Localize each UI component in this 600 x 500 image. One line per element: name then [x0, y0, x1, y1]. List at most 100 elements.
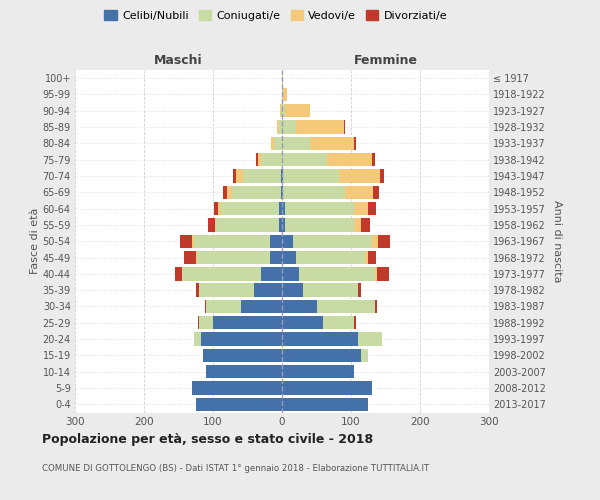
Bar: [218, 202, 221, 215]
Bar: [217, 218, 278, 232]
Bar: [282, 300, 317, 313]
Bar: [206, 300, 241, 313]
Bar: [278, 218, 282, 232]
Bar: [282, 382, 372, 394]
Bar: [199, 316, 213, 330]
Bar: [182, 267, 262, 280]
Bar: [372, 153, 375, 166]
Bar: [317, 300, 375, 313]
Bar: [206, 365, 282, 378]
Bar: [221, 202, 279, 215]
Bar: [282, 365, 355, 378]
Bar: [194, 332, 200, 346]
Bar: [199, 284, 254, 297]
Bar: [262, 267, 282, 280]
Bar: [296, 251, 365, 264]
Bar: [198, 316, 199, 330]
Bar: [373, 186, 379, 199]
Bar: [299, 267, 375, 280]
Bar: [254, 284, 282, 297]
Bar: [180, 234, 193, 248]
Bar: [346, 186, 373, 199]
Bar: [296, 120, 344, 134]
Bar: [373, 234, 378, 248]
Bar: [193, 382, 282, 394]
Bar: [368, 251, 376, 264]
Bar: [344, 120, 346, 134]
Bar: [194, 234, 269, 248]
Bar: [285, 202, 354, 215]
Bar: [281, 104, 282, 118]
Text: Maschi: Maschi: [154, 54, 203, 66]
Bar: [283, 170, 338, 182]
Bar: [205, 300, 206, 313]
Bar: [380, 170, 384, 182]
Bar: [241, 300, 282, 313]
Bar: [196, 251, 197, 264]
Bar: [355, 136, 356, 150]
Bar: [282, 120, 296, 134]
Bar: [293, 234, 373, 248]
Text: Femmine: Femmine: [353, 54, 418, 66]
Bar: [355, 316, 356, 330]
Bar: [269, 234, 282, 248]
Bar: [377, 267, 389, 280]
Bar: [358, 284, 361, 297]
Bar: [175, 267, 182, 280]
Bar: [355, 218, 361, 232]
Bar: [282, 202, 285, 215]
Bar: [271, 136, 274, 150]
Bar: [277, 120, 278, 134]
Bar: [281, 170, 282, 182]
Bar: [323, 316, 355, 330]
Y-axis label: Fasce di età: Fasce di età: [29, 208, 40, 274]
Bar: [274, 136, 282, 150]
Bar: [282, 170, 283, 182]
Bar: [278, 120, 282, 134]
Bar: [283, 88, 287, 101]
Bar: [214, 202, 218, 215]
Bar: [375, 300, 377, 313]
Bar: [338, 170, 380, 182]
Bar: [200, 332, 282, 346]
Bar: [279, 202, 282, 215]
Bar: [282, 267, 299, 280]
Bar: [280, 104, 281, 118]
Text: Popolazione per età, sesso e stato civile - 2018: Popolazione per età, sesso e stato civil…: [42, 432, 373, 446]
Bar: [203, 348, 282, 362]
Bar: [256, 153, 258, 166]
Bar: [282, 72, 283, 85]
Bar: [282, 88, 283, 101]
Bar: [361, 218, 370, 232]
Bar: [375, 267, 377, 280]
Bar: [282, 186, 283, 199]
Bar: [233, 170, 236, 182]
Bar: [258, 153, 262, 166]
Bar: [282, 153, 327, 166]
Bar: [286, 218, 355, 232]
Bar: [281, 186, 282, 199]
Bar: [282, 234, 293, 248]
Bar: [193, 234, 194, 248]
Bar: [310, 136, 355, 150]
Bar: [196, 398, 282, 411]
Y-axis label: Anni di nascita: Anni di nascita: [551, 200, 562, 282]
Bar: [378, 234, 391, 248]
Bar: [215, 218, 217, 232]
Bar: [368, 202, 376, 215]
Bar: [282, 348, 361, 362]
Bar: [303, 284, 358, 297]
Bar: [269, 251, 282, 264]
Bar: [232, 186, 281, 199]
Bar: [283, 186, 346, 199]
Bar: [282, 136, 310, 150]
Bar: [327, 153, 372, 166]
Bar: [282, 284, 303, 297]
Bar: [282, 398, 368, 411]
Bar: [196, 284, 199, 297]
Bar: [286, 104, 310, 118]
Text: COMUNE DI GOTTOLENGO (BS) - Dati ISTAT 1° gennaio 2018 - Elaborazione TUTTITALIA: COMUNE DI GOTTOLENGO (BS) - Dati ISTAT 1…: [42, 464, 429, 473]
Bar: [262, 153, 282, 166]
Bar: [354, 202, 368, 215]
Bar: [282, 316, 323, 330]
